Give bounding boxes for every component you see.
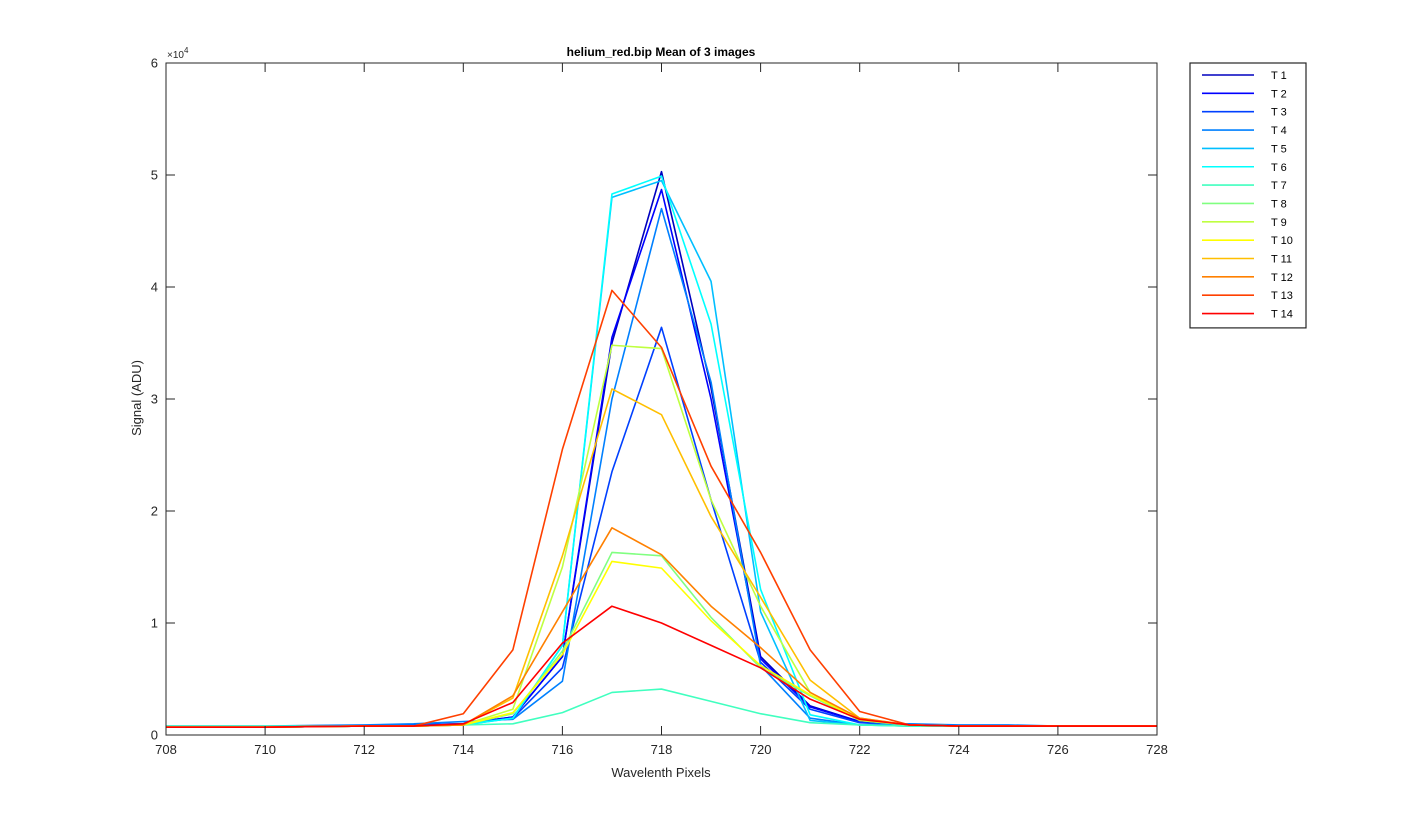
legend-box xyxy=(1189,62,1307,329)
legend[interactable]: T 1 T 2 T 3 T 4 T 5 T 6 T 7 T 8 T 9 T 10 T 11 T 12 T… xyxy=(1189,62,1307,329)
legend-label: T 1 xyxy=(1271,70,1287,82)
x-tick-label: 714 xyxy=(452,742,474,757)
x-tick-label: 722 xyxy=(849,742,871,757)
legend-label: T 3 xyxy=(1271,107,1287,119)
x-tick-label: 724 xyxy=(948,742,970,757)
y-tick-label: 4 xyxy=(151,280,158,295)
axes: 708 710 712 714 716 718 720 722 724 726 728 0 1 2 3 4 5 6 xyxy=(151,56,1168,758)
legend-label: T 4 xyxy=(1271,125,1287,137)
y-tick-label: 6 xyxy=(151,56,158,71)
legend-label: T 8 xyxy=(1271,198,1287,210)
legend-label: T 10 xyxy=(1271,235,1293,247)
legend-label: T 11 xyxy=(1271,254,1292,266)
x-axis-label: Wavelenth Pixels xyxy=(611,765,711,780)
x-tick-label: 718 xyxy=(651,742,673,757)
y-tick-label: 1 xyxy=(151,616,158,631)
y-axis-exponent: ×104 xyxy=(167,46,189,61)
series-line-14 xyxy=(166,605,1157,728)
legend-label: T 13 xyxy=(1271,290,1293,302)
legend-label: T 5 xyxy=(1271,143,1287,155)
x-tick-label: 716 xyxy=(552,742,574,757)
legend-label: T 7 xyxy=(1271,180,1287,192)
y-axis-exponent-power: 4 xyxy=(184,46,189,55)
legend-label: T 6 xyxy=(1271,162,1287,174)
y-axis-label: Signal (ADU) xyxy=(129,360,144,436)
y-tick-label: 2 xyxy=(151,504,158,519)
x-tick-label: 710 xyxy=(254,742,276,757)
x-tick-label: 728 xyxy=(1146,742,1168,757)
x-tick-label: 712 xyxy=(353,742,375,757)
chart-title: helium_red.bip Mean of 3 images xyxy=(567,45,756,59)
legend-label: T 14 xyxy=(1271,309,1293,321)
plot-background xyxy=(166,63,1157,735)
legend-label: T 2 xyxy=(1271,88,1287,100)
y-tick-label: 3 xyxy=(151,392,158,407)
x-tick-label: 708 xyxy=(155,742,177,757)
x-tick-label: 726 xyxy=(1047,742,1069,757)
y-tick-label: 5 xyxy=(151,168,158,183)
plot-area xyxy=(166,63,1157,735)
legend-label: T 12 xyxy=(1271,272,1293,284)
y-axis-exponent-base: ×10 xyxy=(167,50,184,61)
x-tick-label: 720 xyxy=(750,742,772,757)
legend-label: T 9 xyxy=(1271,217,1287,229)
y-tick-label: 0 xyxy=(151,728,158,743)
series-lines xyxy=(166,170,1157,728)
